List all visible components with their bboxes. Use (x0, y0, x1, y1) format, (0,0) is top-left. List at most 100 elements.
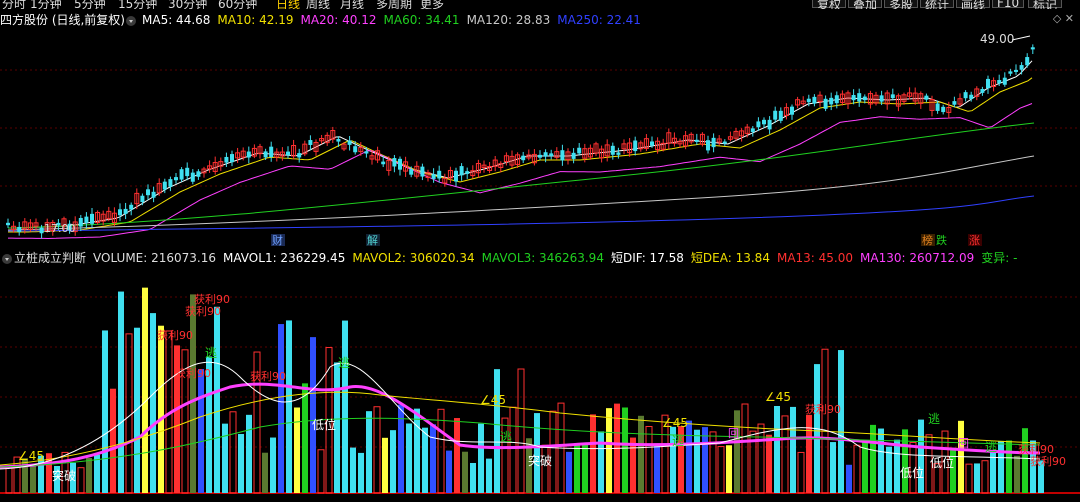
candle-body (722, 141, 727, 144)
tab-1min[interactable]: 1分钟 (30, 0, 62, 9)
volume-bar (1006, 440, 1012, 493)
candle-body (140, 195, 145, 203)
volume-bar (541, 444, 549, 494)
tab-weekly[interactable]: 周线 (306, 0, 331, 9)
tab-30min[interactable]: 30分钟 (168, 0, 208, 9)
draw-line-button[interactable]: 画线 (956, 0, 991, 9)
candle-body (946, 107, 952, 113)
volume-bar (302, 383, 308, 493)
candle-body (627, 142, 633, 154)
mark-button[interactable]: 标记 (1028, 0, 1063, 9)
candle-body (11, 225, 17, 231)
tab-more[interactable]: 更多 (420, 0, 445, 9)
tab-multi-period[interactable]: 多周期 (376, 0, 413, 9)
stock-title[interactable]: 四方股份 (日线,前复权) (0, 13, 125, 27)
volume-bar (918, 419, 924, 493)
candle-body (711, 137, 716, 148)
volume-bar (190, 294, 196, 493)
candle-body (347, 140, 352, 145)
candle-body (503, 155, 509, 163)
candle-body (90, 213, 94, 224)
signal-angle45: ∠45 (662, 416, 688, 430)
candle-body (884, 92, 890, 105)
volume-bar (125, 333, 133, 494)
candle-body (308, 140, 313, 145)
candle-body (867, 93, 873, 105)
volume-bar (630, 437, 636, 493)
candle-body (470, 170, 476, 177)
volume-bar (702, 427, 708, 493)
volume-bar (270, 437, 276, 493)
volume-bar (797, 451, 805, 494)
volume-bar (46, 453, 52, 493)
candle-body (72, 221, 78, 233)
candle-body (851, 95, 856, 101)
candle-body (487, 166, 493, 171)
candle-body (538, 154, 542, 158)
candle-body (286, 151, 290, 156)
volume-bar (382, 437, 388, 493)
high-price-label: 49.00 (980, 32, 1014, 46)
candle-body (129, 204, 134, 210)
tab-60min[interactable]: 60分钟 (218, 0, 258, 9)
tab-15min[interactable]: 15分钟 (118, 0, 158, 9)
ma250-value: MA250: 22.41 (557, 13, 641, 27)
event-tag-unlock[interactable]: 解 (367, 233, 378, 246)
event-tag-finance[interactable]: 财 (272, 233, 283, 246)
candle-body (643, 138, 649, 149)
volume-bar (1014, 455, 1020, 493)
volume-bar (342, 320, 348, 493)
event-tag-fall[interactable]: 跌 (936, 233, 947, 246)
tab-5min[interactable]: 5分钟 (74, 0, 106, 9)
volume-bar (350, 447, 356, 493)
signal-profit: 获利90 (157, 329, 193, 342)
event-tag-rise[interactable]: 涨 (969, 234, 980, 246)
candle-body (817, 94, 823, 102)
volume-bar (358, 452, 364, 493)
volume-bar (102, 330, 108, 493)
signal-low: 低位 (312, 417, 336, 432)
candle-body (240, 150, 246, 158)
candle-body (800, 100, 806, 105)
candle-body (358, 147, 364, 153)
candle-body (56, 222, 61, 226)
volume-bar (414, 408, 420, 493)
candle-body (778, 110, 783, 121)
candle-body (650, 141, 654, 146)
candle-body (235, 152, 241, 159)
candle-body (660, 142, 666, 150)
volume-bar (134, 327, 140, 493)
indicator-dropdown-icon[interactable] (2, 253, 12, 264)
volume-bar (686, 420, 692, 493)
volume-bar (110, 388, 116, 493)
candle-body (33, 222, 39, 227)
volume-bar (1022, 428, 1028, 493)
candle-body (1019, 65, 1024, 70)
signal-profit: 获利90 (1030, 455, 1066, 468)
signal-profit: 获利90 (194, 293, 230, 306)
tab-daily[interactable]: 日线 (276, 0, 301, 9)
stats-button[interactable]: 统计 (920, 0, 955, 9)
volume-bar (741, 403, 749, 494)
candle-body (224, 156, 229, 163)
candle-body (924, 95, 929, 100)
volume-bar (38, 455, 44, 493)
signal-escape: 逃 (205, 346, 217, 360)
signal-profit: 获利90 (185, 305, 221, 318)
multi-stock-button[interactable]: 多股 (884, 0, 919, 9)
volume-bar (22, 458, 28, 493)
tab-minute-chart[interactable]: 分时 (2, 0, 27, 9)
panel-controls-icon[interactable]: ◇ ✕ (1052, 12, 1074, 25)
event-tag-rank[interactable]: 榜 (922, 233, 933, 246)
adjust-button[interactable]: 复权 (812, 0, 847, 9)
f10-button[interactable]: F10 (992, 0, 1025, 9)
overlay-button[interactable]: 叠加 (848, 0, 883, 9)
dropdown-icon[interactable] (126, 15, 136, 26)
tab-monthly[interactable]: 月线 (340, 0, 365, 9)
indicator-name[interactable]: 立桩成立判断 (14, 251, 87, 265)
candle-body (638, 142, 644, 150)
candle-body (767, 119, 772, 130)
ma60-value: MA60: 34.41 (383, 13, 460, 27)
low-price-label: 17.00 (44, 222, 76, 235)
mavol1-value: MAVOL1: 236229.45 (223, 251, 346, 265)
